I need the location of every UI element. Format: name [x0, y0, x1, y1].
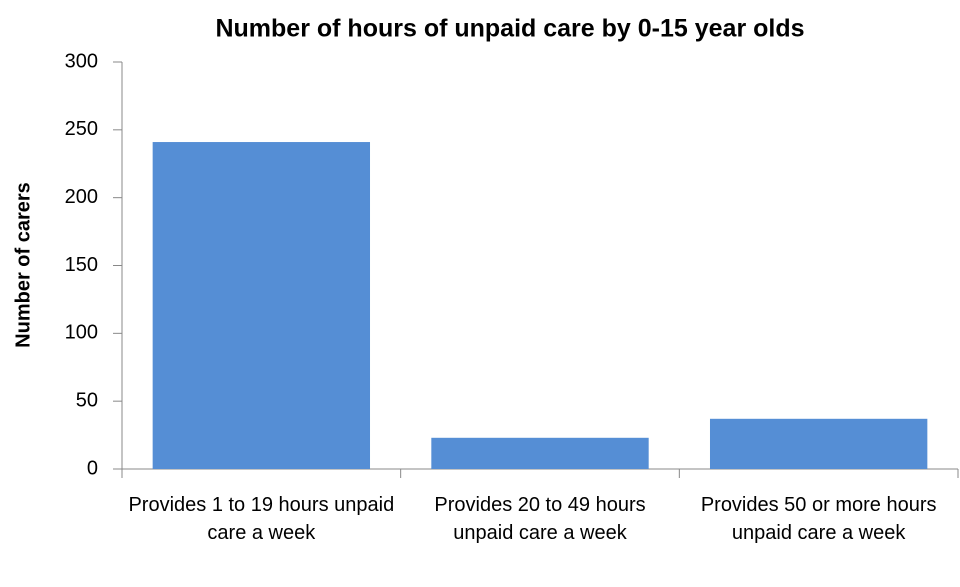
y-tick-label: 300 — [65, 50, 98, 72]
x-tick-label: Provides 50 or more hours unpaid care a … — [700, 494, 937, 544]
y-tick-label: 250 — [65, 118, 98, 140]
y-tick-label: 150 — [65, 254, 98, 276]
chart-title: Number of hours of unpaid care by 0-15 y… — [215, 15, 804, 43]
y-axis-label: Number of carers — [12, 182, 34, 348]
y-tick-label: 200 — [65, 186, 98, 208]
x-tick-label: Provides 1 to 19 hours unpaid care a wee… — [128, 494, 395, 544]
y-tick-label: 100 — [65, 322, 98, 344]
y-tick-label: 50 — [76, 389, 98, 411]
x-tick-label: Provides 20 to 49 hours unpaid care a we… — [434, 494, 646, 544]
bar — [431, 437, 649, 469]
bar — [152, 142, 371, 469]
bar — [709, 418, 928, 469]
y-tick-label: 0 — [87, 457, 98, 479]
